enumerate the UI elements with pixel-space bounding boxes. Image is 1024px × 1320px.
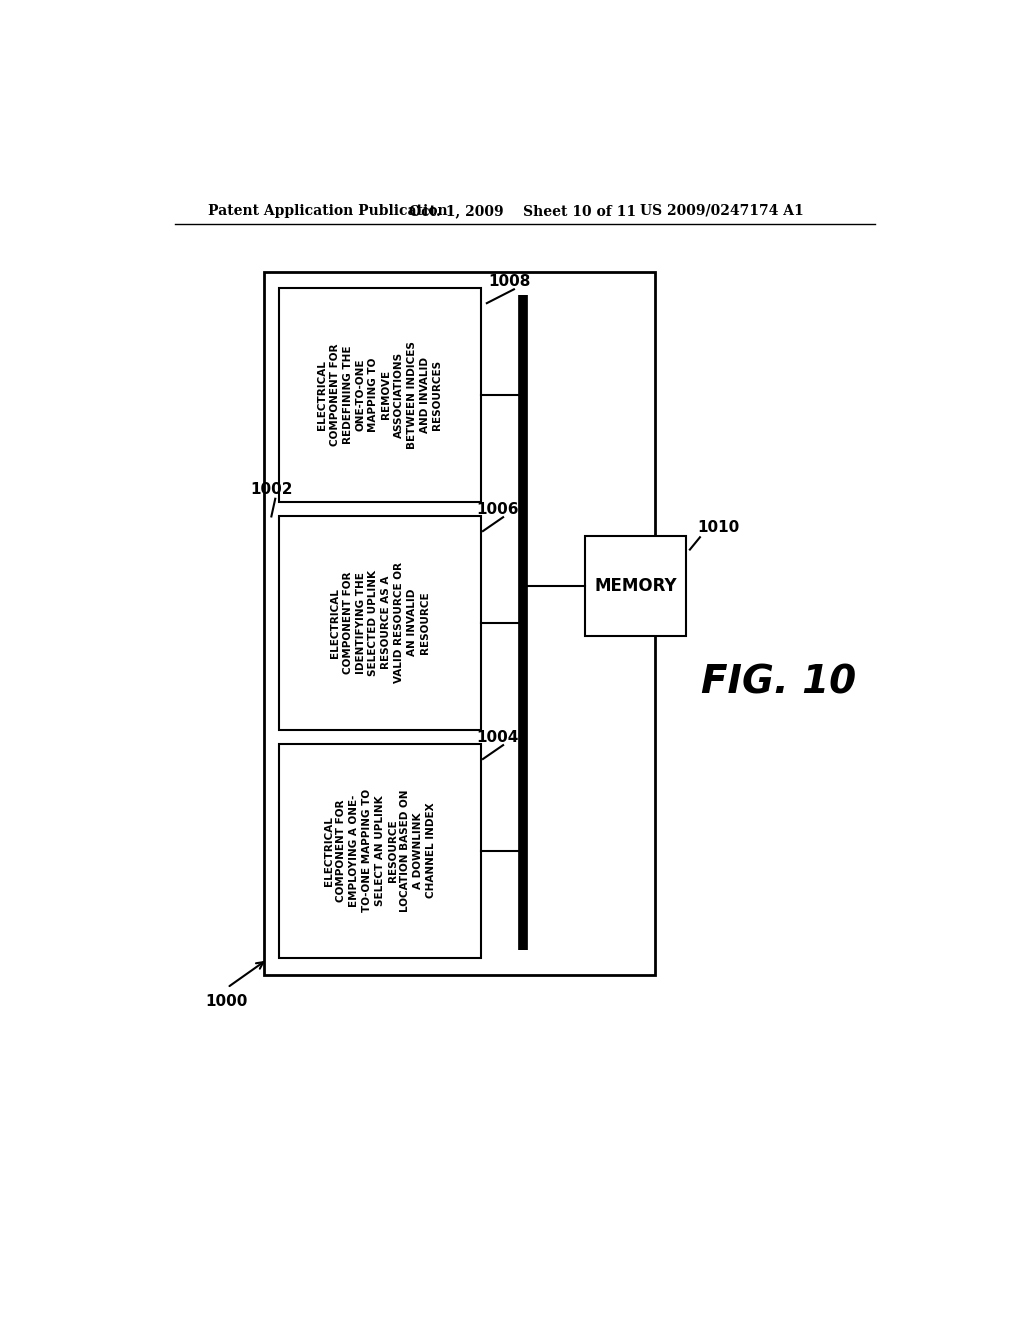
- Text: ELECTRICAL
COMPONENT FOR
REDEFINING THE
ONE-TO-ONE
MAPPING TO
REMOVE
ASSOCIATION: ELECTRICAL COMPONENT FOR REDEFINING THE …: [317, 341, 442, 449]
- Bar: [280, 743, 480, 958]
- Text: Patent Application Publication: Patent Application Publication: [208, 203, 447, 218]
- Text: 1008: 1008: [488, 275, 530, 289]
- Text: FIG. 10: FIG. 10: [701, 663, 856, 701]
- Bar: [586, 536, 686, 636]
- Text: 1002: 1002: [251, 482, 293, 498]
- Text: 1004: 1004: [477, 730, 519, 744]
- Bar: [280, 516, 480, 730]
- Text: 1010: 1010: [697, 520, 740, 536]
- Text: ELECTRICAL
COMPONENT FOR
IDENTIFYING THE
SELECTED UPLINK
RESOURCE AS A
VALID RES: ELECTRICAL COMPONENT FOR IDENTIFYING THE…: [330, 562, 430, 684]
- Text: 1006: 1006: [477, 502, 519, 517]
- Text: ELECTRICAL
COMPONENT FOR
EMPLOYING A ONE-
TO-ONE MAPPING TO
SELECT AN UPLINK
RES: ELECTRICAL COMPONENT FOR EMPLOYING A ONE…: [324, 789, 436, 912]
- Bar: [280, 288, 480, 502]
- Text: MEMORY: MEMORY: [594, 577, 677, 595]
- Text: 1000: 1000: [206, 994, 248, 1008]
- Text: Oct. 1, 2009    Sheet 10 of 11: Oct. 1, 2009 Sheet 10 of 11: [409, 203, 636, 218]
- Text: US 2009/0247174 A1: US 2009/0247174 A1: [640, 203, 803, 218]
- Bar: [263, 272, 655, 974]
